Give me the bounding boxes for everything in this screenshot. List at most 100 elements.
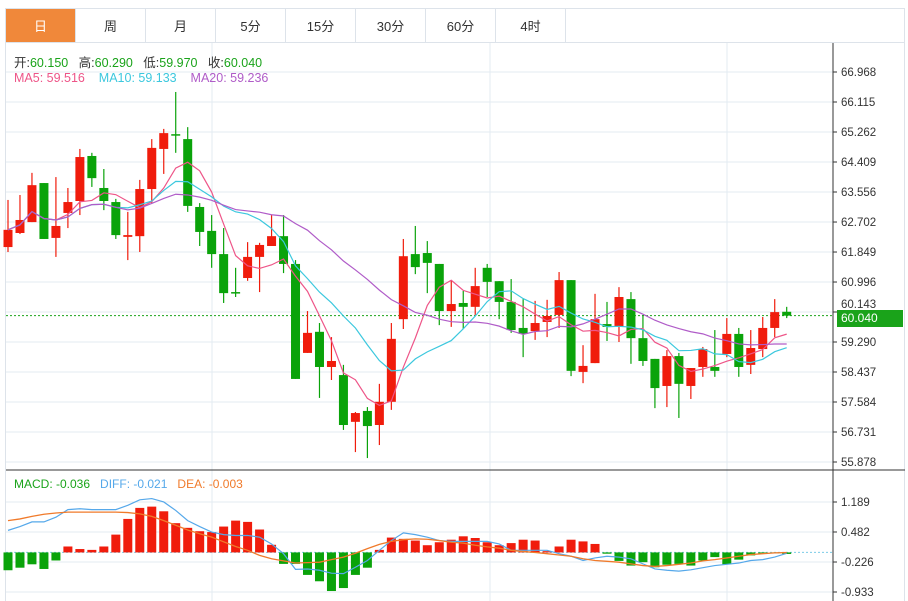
- macd-bar-positive: [506, 543, 516, 553]
- ma5-value: MA5: 59.516: [14, 71, 85, 85]
- price-axis-label: 55.878: [841, 457, 876, 469]
- candle-up: [3, 229, 13, 248]
- macd-axis-label: 0.482: [841, 527, 870, 539]
- tab-7[interactable]: 4时: [496, 9, 566, 42]
- macd-bar-positive: [63, 546, 73, 553]
- macd-bar-positive: [87, 549, 97, 553]
- candle-up: [578, 365, 588, 372]
- candle-down: [111, 202, 121, 236]
- macd-bar-negative: [291, 552, 301, 564]
- candle-down: [338, 375, 348, 426]
- candle-down: [566, 280, 576, 371]
- candle-down: [482, 267, 492, 282]
- price-axis-label: 64.409: [841, 157, 876, 169]
- candle-up: [135, 189, 145, 237]
- candle-down: [195, 206, 205, 232]
- tab-6[interactable]: 60分: [426, 9, 496, 42]
- tab-2[interactable]: 月: [146, 9, 216, 42]
- close-label: 收:: [207, 56, 224, 70]
- candle-up: [614, 296, 624, 327]
- period-tabs: 日周月 5分 15分 30分 60分 4时: [5, 8, 905, 43]
- macd-bar-positive: [183, 527, 193, 553]
- ma10-value: MA10: 59.133: [98, 71, 177, 85]
- price-axis-label: 56.731: [841, 427, 876, 439]
- candle-down: [171, 134, 181, 136]
- candle-down: [602, 324, 612, 327]
- diff-value: DIFF: -0.021: [100, 477, 168, 491]
- tab-0[interactable]: 日: [6, 9, 76, 42]
- ma-header: MA5: 59.516 MA10: 59.133 MA20: 59.236: [14, 71, 268, 85]
- macd-bar-negative: [3, 552, 13, 571]
- candle-up: [267, 236, 277, 247]
- dea-value: DEA: -0.003: [177, 477, 243, 491]
- candle-up: [770, 312, 780, 328]
- macd-bar-positive: [207, 532, 217, 553]
- candle-down: [207, 230, 217, 255]
- macd-bar-negative: [710, 552, 720, 558]
- macd-bar-negative: [698, 552, 708, 561]
- macd-bar-positive: [434, 542, 444, 553]
- macd-bar-negative: [279, 552, 289, 564]
- candle-up: [159, 133, 169, 149]
- macd-axis-label: 1.189: [841, 497, 870, 509]
- candle-up: [698, 349, 708, 367]
- ohlc-header: 开:60.150 高:60.290 低:59.970 收:60.040: [14, 52, 262, 71]
- tab-4[interactable]: 15分: [286, 9, 356, 42]
- candle-up: [326, 361, 336, 367]
- macd-bar-positive: [458, 536, 468, 553]
- tab-3[interactable]: 5分: [216, 9, 286, 42]
- macd-axis-label: -0.226: [841, 557, 874, 569]
- macd-bar-positive: [386, 537, 396, 553]
- candle-down: [291, 263, 301, 379]
- tab-1[interactable]: 周: [76, 9, 146, 42]
- price-axis-label: 60.996: [841, 277, 876, 289]
- open-label: 开:: [14, 56, 30, 70]
- macd-bar-positive: [111, 534, 121, 553]
- macd-bar-positive: [75, 549, 85, 553]
- macd-bar-positive: [446, 539, 456, 553]
- macd-axis-label: -0.933: [841, 587, 874, 599]
- candle-down: [410, 254, 420, 268]
- macd-bar-positive: [99, 546, 109, 553]
- candle-down: [39, 183, 49, 239]
- candle-down: [279, 236, 289, 264]
- price-axis-label: 65.262: [841, 127, 876, 139]
- macd-bar-negative: [638, 552, 648, 563]
- candle-up: [374, 401, 384, 426]
- macd-bar-positive: [267, 544, 277, 553]
- macd-bar-negative: [303, 552, 312, 575]
- candle-up: [662, 356, 672, 386]
- macd-bar-positive: [147, 506, 157, 553]
- macd-value: MACD: -0.036: [14, 477, 91, 491]
- macd-bar-negative: [686, 552, 696, 566]
- candle-down: [734, 333, 744, 367]
- price-axis-label: 66.115: [841, 97, 875, 109]
- tab-5[interactable]: 30分: [356, 9, 426, 42]
- candle-up: [350, 413, 360, 422]
- candle-down: [626, 299, 636, 339]
- macd-bar-negative: [674, 552, 684, 564]
- candle-down: [638, 338, 648, 362]
- candle-down: [518, 327, 528, 334]
- candle-down: [506, 301, 516, 331]
- macd-bar-positive: [123, 518, 133, 553]
- macd-bar-positive: [231, 520, 241, 553]
- price-axis-label: 59.290: [841, 337, 876, 349]
- candle-down: [458, 302, 468, 307]
- price-axis-label: 58.437: [841, 367, 876, 379]
- candle-up: [27, 185, 37, 223]
- candle-down: [87, 155, 97, 179]
- macd-bar-positive: [542, 551, 552, 553]
- candle-up: [51, 225, 61, 238]
- macd-bar-positive: [374, 549, 384, 553]
- macd-bar-positive: [554, 546, 564, 553]
- close-value: 60.040: [223, 56, 263, 70]
- candle-up: [147, 147, 157, 190]
- macd-bar-positive: [398, 538, 408, 553]
- macd-bar-positive: [255, 529, 265, 553]
- candle-up: [686, 368, 696, 386]
- high-value: 60.290: [94, 56, 133, 70]
- dea-line: [7, 511, 787, 568]
- macd-bar-positive: [171, 523, 181, 553]
